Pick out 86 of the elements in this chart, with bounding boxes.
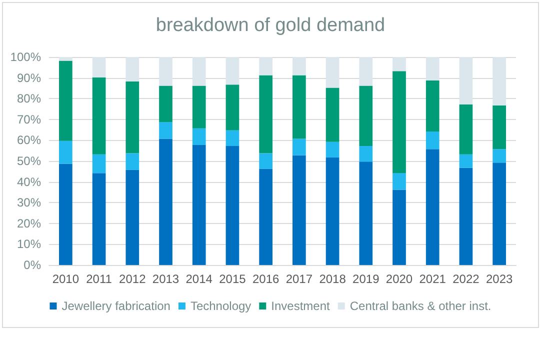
bar xyxy=(292,75,306,139)
bar xyxy=(492,162,506,265)
bar xyxy=(392,190,406,265)
bar xyxy=(192,57,206,86)
y-tick-label: 90% xyxy=(16,70,42,85)
bar xyxy=(426,149,440,265)
bar xyxy=(392,57,406,72)
bar xyxy=(459,57,473,104)
bar xyxy=(192,128,206,145)
bar xyxy=(259,153,272,169)
bar xyxy=(92,173,106,265)
bar xyxy=(359,146,373,162)
bar xyxy=(159,122,172,139)
legend-label: Investment xyxy=(271,299,331,313)
x-tick-label: 2015 xyxy=(219,272,246,286)
x-tick-label: 2017 xyxy=(286,272,313,286)
x-tick-label: 2019 xyxy=(352,272,380,286)
bar xyxy=(92,57,106,78)
y-tick-label: 0% xyxy=(24,258,42,272)
y-tick-label: 10% xyxy=(16,237,42,252)
bar xyxy=(292,155,306,265)
x-tick-label: 2021 xyxy=(419,272,446,286)
bar xyxy=(59,164,72,265)
bar xyxy=(59,140,72,164)
bar xyxy=(459,154,473,168)
bar xyxy=(359,86,373,146)
x-tick-label: 2018 xyxy=(319,272,346,286)
bar xyxy=(492,57,506,106)
chart-title: breakdown of gold demand xyxy=(156,15,386,36)
legend-label: Central banks & other inst. xyxy=(350,299,492,313)
bar xyxy=(259,168,272,265)
x-tick-label: 2012 xyxy=(119,272,146,286)
y-tick-label: 100% xyxy=(10,50,42,64)
bar xyxy=(126,57,140,82)
bar xyxy=(426,80,440,132)
bar xyxy=(92,154,106,174)
bar xyxy=(126,170,140,265)
y-tick-label: 30% xyxy=(16,196,42,210)
x-tick-label: 2014 xyxy=(186,272,213,286)
bar xyxy=(459,168,473,265)
x-tick-label: 2010 xyxy=(52,272,80,286)
y-tick-label: 50% xyxy=(16,154,42,168)
bar xyxy=(226,130,240,146)
bar xyxy=(226,84,240,130)
y-tick-label: 20% xyxy=(16,216,42,230)
bar xyxy=(126,153,140,170)
x-tick-label: 2023 xyxy=(486,272,513,286)
bar xyxy=(359,162,373,265)
x-tick-label: 2011 xyxy=(86,272,112,286)
bar xyxy=(126,82,140,154)
bar xyxy=(292,57,306,76)
y-tick-label: 80% xyxy=(16,92,42,106)
x-tick-label: 2020 xyxy=(386,272,413,286)
bar xyxy=(326,142,340,158)
bar xyxy=(392,71,406,174)
bar xyxy=(392,173,406,190)
bar xyxy=(259,75,272,154)
bar xyxy=(192,144,206,265)
bar xyxy=(492,105,506,150)
bar xyxy=(426,57,440,81)
bar xyxy=(92,77,106,154)
bar xyxy=(159,57,172,86)
x-tick-label: 2022 xyxy=(452,272,480,286)
x-tick-label: 2016 xyxy=(252,272,280,286)
bar xyxy=(326,157,340,265)
x-tick-label: 2013 xyxy=(152,272,180,286)
bar xyxy=(326,57,340,88)
legend-label: Jewellery fabrication xyxy=(62,299,170,313)
bar xyxy=(159,138,172,265)
bar xyxy=(292,138,306,156)
bar xyxy=(359,57,373,86)
bar xyxy=(492,149,506,163)
bar xyxy=(192,86,206,128)
y-tick-label: 60% xyxy=(16,133,42,148)
bar xyxy=(326,88,340,142)
bar xyxy=(226,57,240,85)
bar xyxy=(426,131,440,150)
legend-label: Technology xyxy=(190,299,252,313)
bar xyxy=(459,104,473,154)
bar xyxy=(259,57,272,76)
y-tick-label: 70% xyxy=(16,112,42,126)
bar xyxy=(59,57,72,61)
bar xyxy=(159,86,172,122)
y-tick-label: 40% xyxy=(16,174,42,189)
bar xyxy=(226,146,240,265)
bar xyxy=(59,60,72,141)
